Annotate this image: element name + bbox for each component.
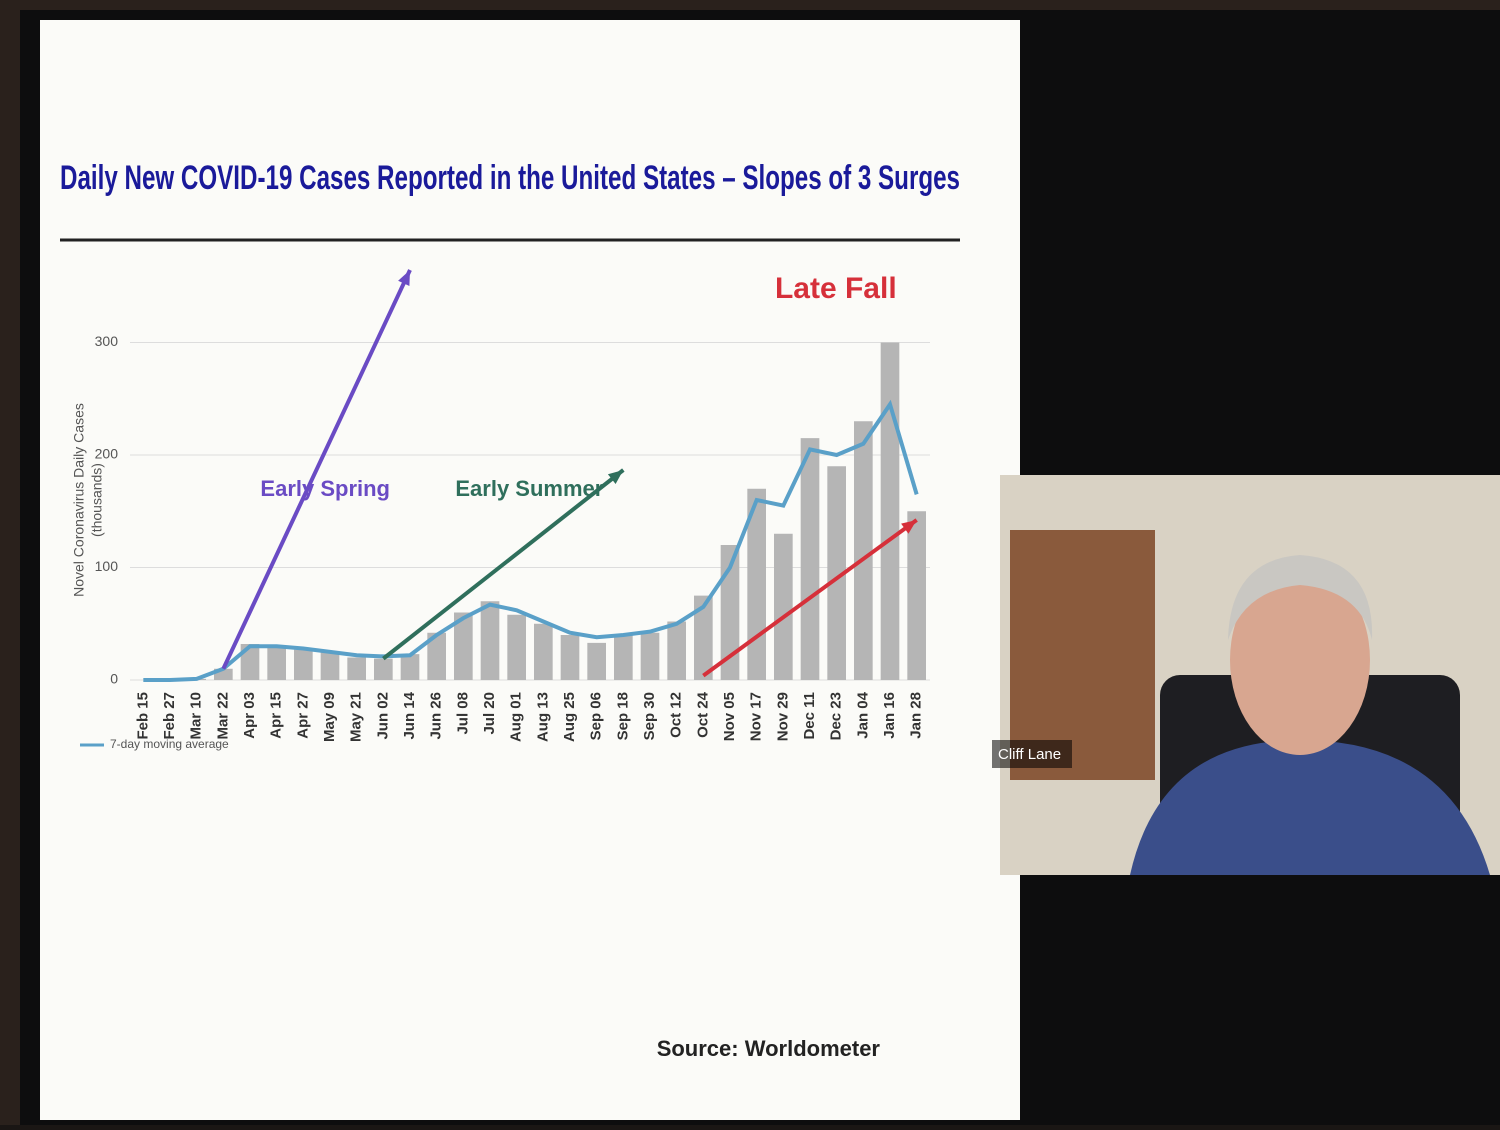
- bar: [587, 642, 606, 680]
- x-tick-label: Nov 17: [748, 692, 765, 741]
- shirt: [1130, 740, 1490, 875]
- x-tick-label: May 21: [348, 692, 365, 742]
- x-tick-label: Sep 30: [641, 692, 658, 740]
- participant-name: Cliff Lane: [998, 746, 1061, 763]
- source: Source: Worldometer: [657, 1036, 881, 1061]
- x-tick-label: Apr 15: [268, 692, 285, 739]
- y-tick-label: 100: [95, 558, 119, 574]
- x-tick-label: Dec 23: [828, 692, 845, 740]
- bar: [240, 644, 260, 680]
- x-tick-label: Aug 13: [534, 692, 551, 742]
- annotation-label: Early Spring: [260, 476, 390, 501]
- x-tick-label: Mar 22: [214, 692, 231, 740]
- bar: [214, 668, 233, 680]
- y-axis-label: (thousands): [89, 463, 105, 537]
- bar: [694, 595, 713, 680]
- annotation-label: Late Fall: [775, 272, 897, 305]
- x-tick-label: Nov 29: [774, 692, 791, 741]
- face: [1230, 565, 1370, 755]
- x-tick-label: Sep 06: [588, 692, 605, 740]
- bar: [774, 533, 793, 680]
- x-tick-label: Oct 24: [694, 691, 711, 738]
- x-tick-label: Nov 05: [721, 692, 738, 741]
- y-tick-label: 300: [95, 333, 119, 349]
- bar: [267, 646, 286, 680]
- y-tick-label: 0: [110, 671, 118, 687]
- x-tick-label: Aug 25: [561, 692, 578, 742]
- y-axis-label: Novel Coronavirus Daily Cases: [71, 403, 87, 597]
- bar: [880, 342, 900, 680]
- bar: [454, 612, 473, 680]
- bar: [907, 511, 926, 680]
- bar: [480, 601, 500, 680]
- hair: [1228, 555, 1373, 640]
- bar: [560, 635, 580, 680]
- x-tick-label: Jan 04: [854, 691, 871, 738]
- x-tick-label: Mar 10: [188, 692, 205, 740]
- slide-title: Daily New COVID-19 Cases Reported in the…: [60, 159, 960, 197]
- arrow-head: [607, 470, 624, 485]
- bar: [854, 421, 873, 680]
- x-tick-label: Jan 16: [881, 692, 898, 739]
- bar: [427, 632, 446, 680]
- x-tick-label: May 09: [321, 692, 338, 742]
- cabinet: [1010, 530, 1155, 780]
- x-tick-label: Aug 01: [508, 692, 525, 742]
- x-tick-label: Jan 28: [908, 692, 925, 739]
- x-tick-label: Feb 15: [134, 692, 151, 740]
- bar: [667, 621, 686, 680]
- bar: [800, 438, 820, 680]
- bar: [640, 632, 660, 680]
- annotation-arrow: [221, 269, 412, 670]
- arrow-head: [398, 270, 410, 286]
- annotation-arrow: [702, 518, 918, 678]
- name-tag: [992, 740, 1072, 768]
- bar: [534, 623, 553, 680]
- annotation-arrow: [382, 468, 625, 661]
- x-tick-label: Jun 14: [401, 691, 418, 739]
- bar: [347, 657, 366, 680]
- legend-label: 7-day moving average: [110, 737, 229, 751]
- line-series: [143, 399, 919, 682]
- bar: [294, 649, 313, 680]
- x-tick-label: Dec 11: [801, 692, 818, 740]
- x-tick-label: Jul 20: [481, 692, 498, 735]
- x-tick-label: Jun 26: [428, 692, 445, 740]
- bar: [720, 545, 740, 680]
- bar: [614, 635, 633, 680]
- bar: [507, 614, 526, 680]
- annotation-label: Early Summer: [455, 476, 603, 501]
- bar: [374, 658, 393, 680]
- x-tick-label: Jun 02: [374, 692, 391, 740]
- x-tick-label: Jul 08: [454, 692, 471, 735]
- bar: [320, 651, 340, 680]
- arrow-head: [901, 520, 917, 534]
- x-tick-label: Apr 27: [294, 692, 311, 739]
- x-tick-label: Oct 12: [668, 692, 685, 738]
- bar: [400, 654, 420, 680]
- x-tick-label: Feb 27: [161, 692, 178, 740]
- bar: [827, 466, 846, 680]
- y-tick-label: 200: [95, 446, 119, 462]
- x-tick-label: Apr 03: [241, 692, 258, 739]
- x-tick-label: Sep 18: [614, 692, 631, 740]
- chart: 0 100 200 300 Novel Coronavirus Daily Cases(…: [71, 269, 930, 751]
